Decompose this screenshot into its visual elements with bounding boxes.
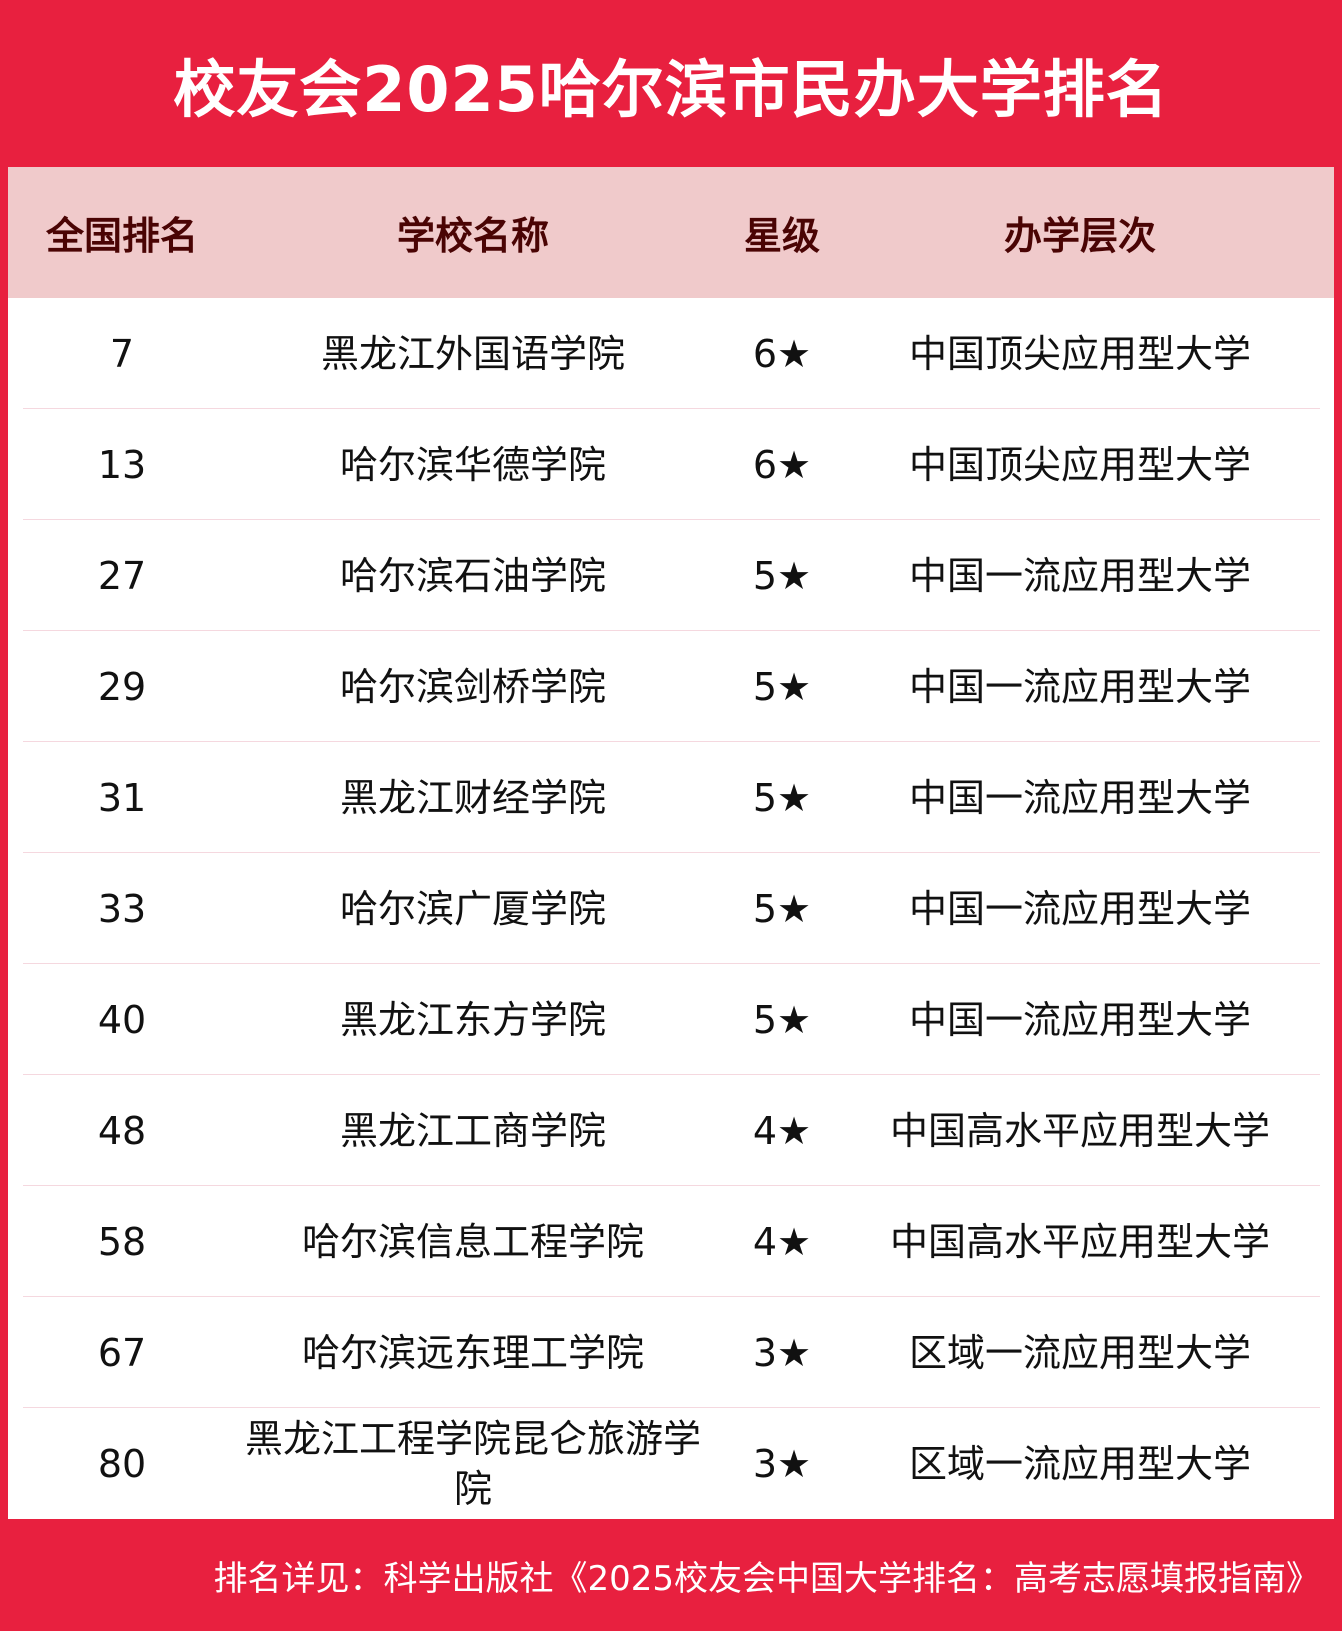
table-row: 13 哈尔滨华德学院 6★ 中国顶尖应用型大学 <box>8 409 1334 520</box>
rank-cell: 27 <box>97 553 147 598</box>
stars-cell: 5★ <box>752 997 812 1042</box>
rank-cell: 67 <box>97 1330 147 1375</box>
row-divider <box>23 741 1320 742</box>
level-cell: 中国一流应用型大学 <box>908 997 1251 1042</box>
rank-cell: 48 <box>97 1108 147 1153</box>
ranking-table: 全国排名 学校名称 星级 办学层次 7 黑龙江外国语学院 6★ 中国顶尖应用型大学 13… <box>8 167 1334 1519</box>
rank-cell: 40 <box>97 997 147 1042</box>
school-name-cell: 哈尔滨远东理工学院 <box>301 1330 644 1375</box>
school-name-cell: 黑龙江东方学院 <box>339 997 606 1042</box>
table-row: 40 黑龙江东方学院 5★ 中国一流应用型大学 <box>8 964 1334 1075</box>
level-cell: 中国一流应用型大学 <box>908 886 1251 931</box>
header-level: 办学层次 <box>1003 214 1157 258</box>
source-note: 排名详见：科学出版社《2025校友会中国大学排名：高考志愿填报指南》 <box>213 1558 1320 1599</box>
table-row: 67 哈尔滨远东理工学院 3★ 区域一流应用型大学 <box>8 1297 1334 1408</box>
school-name-cell: 哈尔滨华德学院 <box>339 442 606 487</box>
level-cell: 中国一流应用型大学 <box>908 664 1251 709</box>
school-name-cell: 哈尔滨石油学院 <box>339 553 606 598</box>
level-cell: 中国顶尖应用型大学 <box>908 442 1251 487</box>
level-cell: 区域一流应用型大学 <box>908 1441 1251 1486</box>
row-divider <box>23 1407 1320 1408</box>
table-row: 33 哈尔滨广厦学院 5★ 中国一流应用型大学 <box>8 853 1334 964</box>
row-divider <box>23 630 1320 631</box>
row-divider <box>23 519 1320 520</box>
header-school-name: 学校名称 <box>396 214 550 258</box>
rank-cell: 33 <box>97 886 147 931</box>
rank-cell: 31 <box>97 775 147 820</box>
table-row: 31 黑龙江财经学院 5★ 中国一流应用型大学 <box>8 742 1334 853</box>
stars-cell: 4★ <box>752 1108 812 1153</box>
level-cell: 中国高水平应用型大学 <box>889 1108 1270 1153</box>
row-divider <box>23 1185 1320 1186</box>
rank-cell: 13 <box>97 442 147 487</box>
table-row: 48 黑龙江工商学院 4★ 中国高水平应用型大学 <box>8 1075 1334 1186</box>
table-row: 80 黑龙江工程学院昆仑旅游学院 3★ 区域一流应用型大学 <box>8 1408 1334 1519</box>
school-name-cell: 黑龙江财经学院 <box>339 775 606 820</box>
table-header: 全国排名 学校名称 星级 办学层次 <box>8 167 1334 298</box>
rank-cell: 58 <box>97 1219 147 1264</box>
row-divider <box>23 408 1320 409</box>
row-divider <box>23 1296 1320 1297</box>
rank-cell: 80 <box>97 1441 147 1486</box>
stars-cell: 6★ <box>752 442 812 487</box>
stars-cell: 5★ <box>752 553 812 598</box>
rank-cell: 7 <box>109 331 135 376</box>
table-row: 27 哈尔滨石油学院 5★ 中国一流应用型大学 <box>8 520 1334 631</box>
level-cell: 中国高水平应用型大学 <box>889 1219 1270 1264</box>
stars-cell: 4★ <box>752 1219 812 1264</box>
table-row: 29 哈尔滨剑桥学院 5★ 中国一流应用型大学 <box>8 631 1334 742</box>
stars-cell: 6★ <box>752 331 812 376</box>
table-row: 7 黑龙江外国语学院 6★ 中国顶尖应用型大学 <box>8 298 1334 409</box>
row-divider <box>23 963 1320 964</box>
rank-cell: 29 <box>97 664 147 709</box>
school-name-cell: 黑龙江外国语学院 <box>320 331 625 376</box>
table-row: 58 哈尔滨信息工程学院 4★ 中国高水平应用型大学 <box>8 1186 1334 1297</box>
stars-cell: 3★ <box>752 1441 812 1486</box>
stars-cell: 5★ <box>752 664 812 709</box>
school-name-cell: 黑龙江工程学院昆仑旅游学院 <box>244 1416 701 1511</box>
header-stars: 星级 <box>743 214 821 258</box>
school-name-cell: 哈尔滨广厦学院 <box>339 886 606 931</box>
page-title: 校友会2025哈尔滨市民办大学排名 <box>173 52 1169 126</box>
stars-cell: 3★ <box>752 1330 812 1375</box>
school-name-cell: 哈尔滨剑桥学院 <box>339 664 606 709</box>
header-rank: 全国排名 <box>45 214 199 258</box>
level-cell: 区域一流应用型大学 <box>908 1330 1251 1375</box>
school-name-cell: 黑龙江工商学院 <box>339 1108 606 1153</box>
row-divider <box>23 852 1320 853</box>
level-cell: 中国一流应用型大学 <box>908 775 1251 820</box>
level-cell: 中国一流应用型大学 <box>908 553 1251 598</box>
row-divider <box>23 1074 1320 1075</box>
level-cell: 中国顶尖应用型大学 <box>908 331 1251 376</box>
school-name-cell: 哈尔滨信息工程学院 <box>301 1219 644 1264</box>
stars-cell: 5★ <box>752 886 812 931</box>
stars-cell: 5★ <box>752 775 812 820</box>
